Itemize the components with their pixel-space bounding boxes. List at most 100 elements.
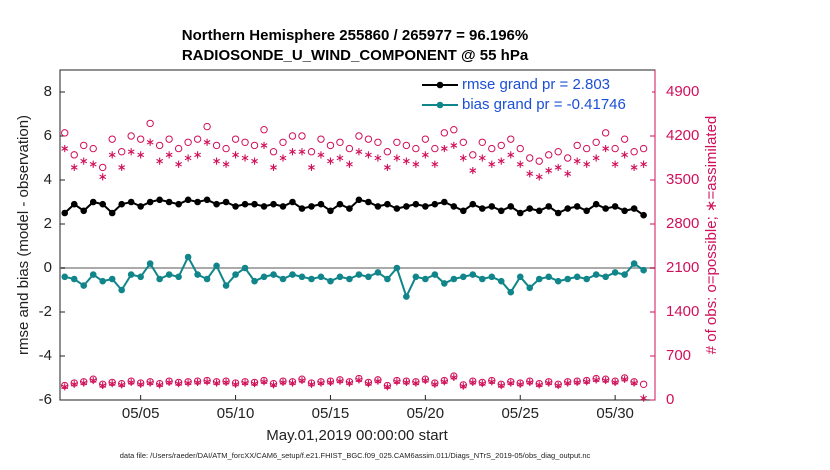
data-point (583, 378, 591, 386)
data-point (630, 379, 638, 387)
data-point (251, 380, 258, 388)
y-axis-label: rmse and bias (model - observation) (15, 115, 32, 355)
data-point (526, 170, 534, 178)
data-point (516, 209, 524, 217)
data-point (298, 273, 306, 281)
data-point (165, 198, 173, 206)
data-point (563, 154, 572, 162)
data-point (146, 379, 154, 387)
data-point (516, 160, 524, 168)
data-point (99, 277, 107, 285)
data-point (288, 132, 297, 140)
data-point (535, 157, 543, 165)
data-point (99, 173, 107, 181)
data-point (460, 207, 467, 215)
data-point (232, 380, 239, 388)
data-point (450, 203, 458, 210)
data-point (127, 198, 135, 206)
data-point (61, 129, 69, 137)
data-point (89, 198, 97, 206)
data-point (213, 262, 220, 270)
y2-tick-label: 4200 (666, 127, 699, 144)
data-point (573, 273, 581, 281)
data-point (545, 151, 553, 159)
data-point (573, 157, 581, 165)
data-point (469, 271, 477, 278)
data-point (70, 163, 78, 172)
data-point (621, 375, 629, 383)
data-point (108, 209, 116, 217)
data-point (175, 160, 183, 168)
data-point (497, 141, 505, 150)
data-point (393, 138, 401, 146)
data-point (336, 273, 344, 281)
data-point (165, 271, 173, 278)
data-point (327, 378, 334, 386)
data-point (250, 141, 259, 150)
data-point (497, 207, 505, 215)
data-point (307, 148, 316, 156)
data-point (640, 160, 648, 168)
x-axis-label: May.01,2019 00:00:00 start (266, 427, 448, 444)
data-point (640, 266, 647, 274)
data-point (260, 141, 268, 150)
x-tick-label: 05/05 (122, 405, 160, 422)
footnote: data file: /Users/raeder/DAI/ATM_forcXX/… (120, 451, 591, 460)
data-point (70, 151, 78, 159)
data-point (478, 380, 486, 388)
data-point (80, 141, 88, 150)
data-point (289, 148, 296, 156)
data-point (602, 144, 610, 153)
x-tick-label: 05/15 (312, 405, 350, 422)
data-point (279, 154, 287, 162)
data-point (61, 273, 69, 281)
data-point (184, 138, 192, 146)
data-point (602, 376, 610, 385)
data-point (535, 275, 543, 283)
data-point (80, 282, 88, 289)
data-point (564, 275, 571, 283)
data-point (412, 160, 420, 168)
data-point (450, 141, 458, 150)
data-point (203, 378, 211, 386)
data-point (193, 135, 202, 143)
data-point (554, 148, 562, 156)
data-point (564, 170, 572, 178)
data-point (146, 260, 154, 267)
data-point (308, 275, 315, 283)
data-point (127, 132, 135, 140)
data-point (592, 200, 600, 208)
data-point (61, 209, 69, 217)
y-tick-label: 6 (44, 127, 52, 144)
data-point (279, 275, 287, 283)
data-point (298, 148, 306, 156)
data-point (402, 141, 411, 150)
data-point (203, 275, 211, 283)
data-point (127, 148, 135, 156)
data-point (99, 200, 107, 208)
data-point (507, 151, 515, 159)
data-point (431, 200, 439, 208)
data-point (156, 381, 164, 389)
data-point (175, 273, 182, 281)
data-point (269, 148, 278, 156)
data-point (279, 378, 287, 386)
data-point (383, 148, 392, 156)
data-point (270, 163, 277, 172)
data-point (431, 271, 439, 278)
data-point (327, 277, 334, 285)
data-point (184, 154, 192, 162)
data-point (384, 200, 391, 208)
data-point (89, 376, 97, 385)
y-tick-label: -2 (39, 303, 52, 320)
data-point (469, 166, 477, 175)
data-point (583, 207, 590, 215)
data-point (488, 160, 496, 168)
data-point (364, 135, 373, 143)
data-point (61, 144, 69, 153)
data-point (279, 138, 287, 146)
chart-title: Northern Hemisphere 255860 / 265977 = 96… (182, 27, 528, 44)
data-point (336, 377, 344, 385)
data-point (222, 282, 230, 289)
data-point (184, 196, 192, 204)
